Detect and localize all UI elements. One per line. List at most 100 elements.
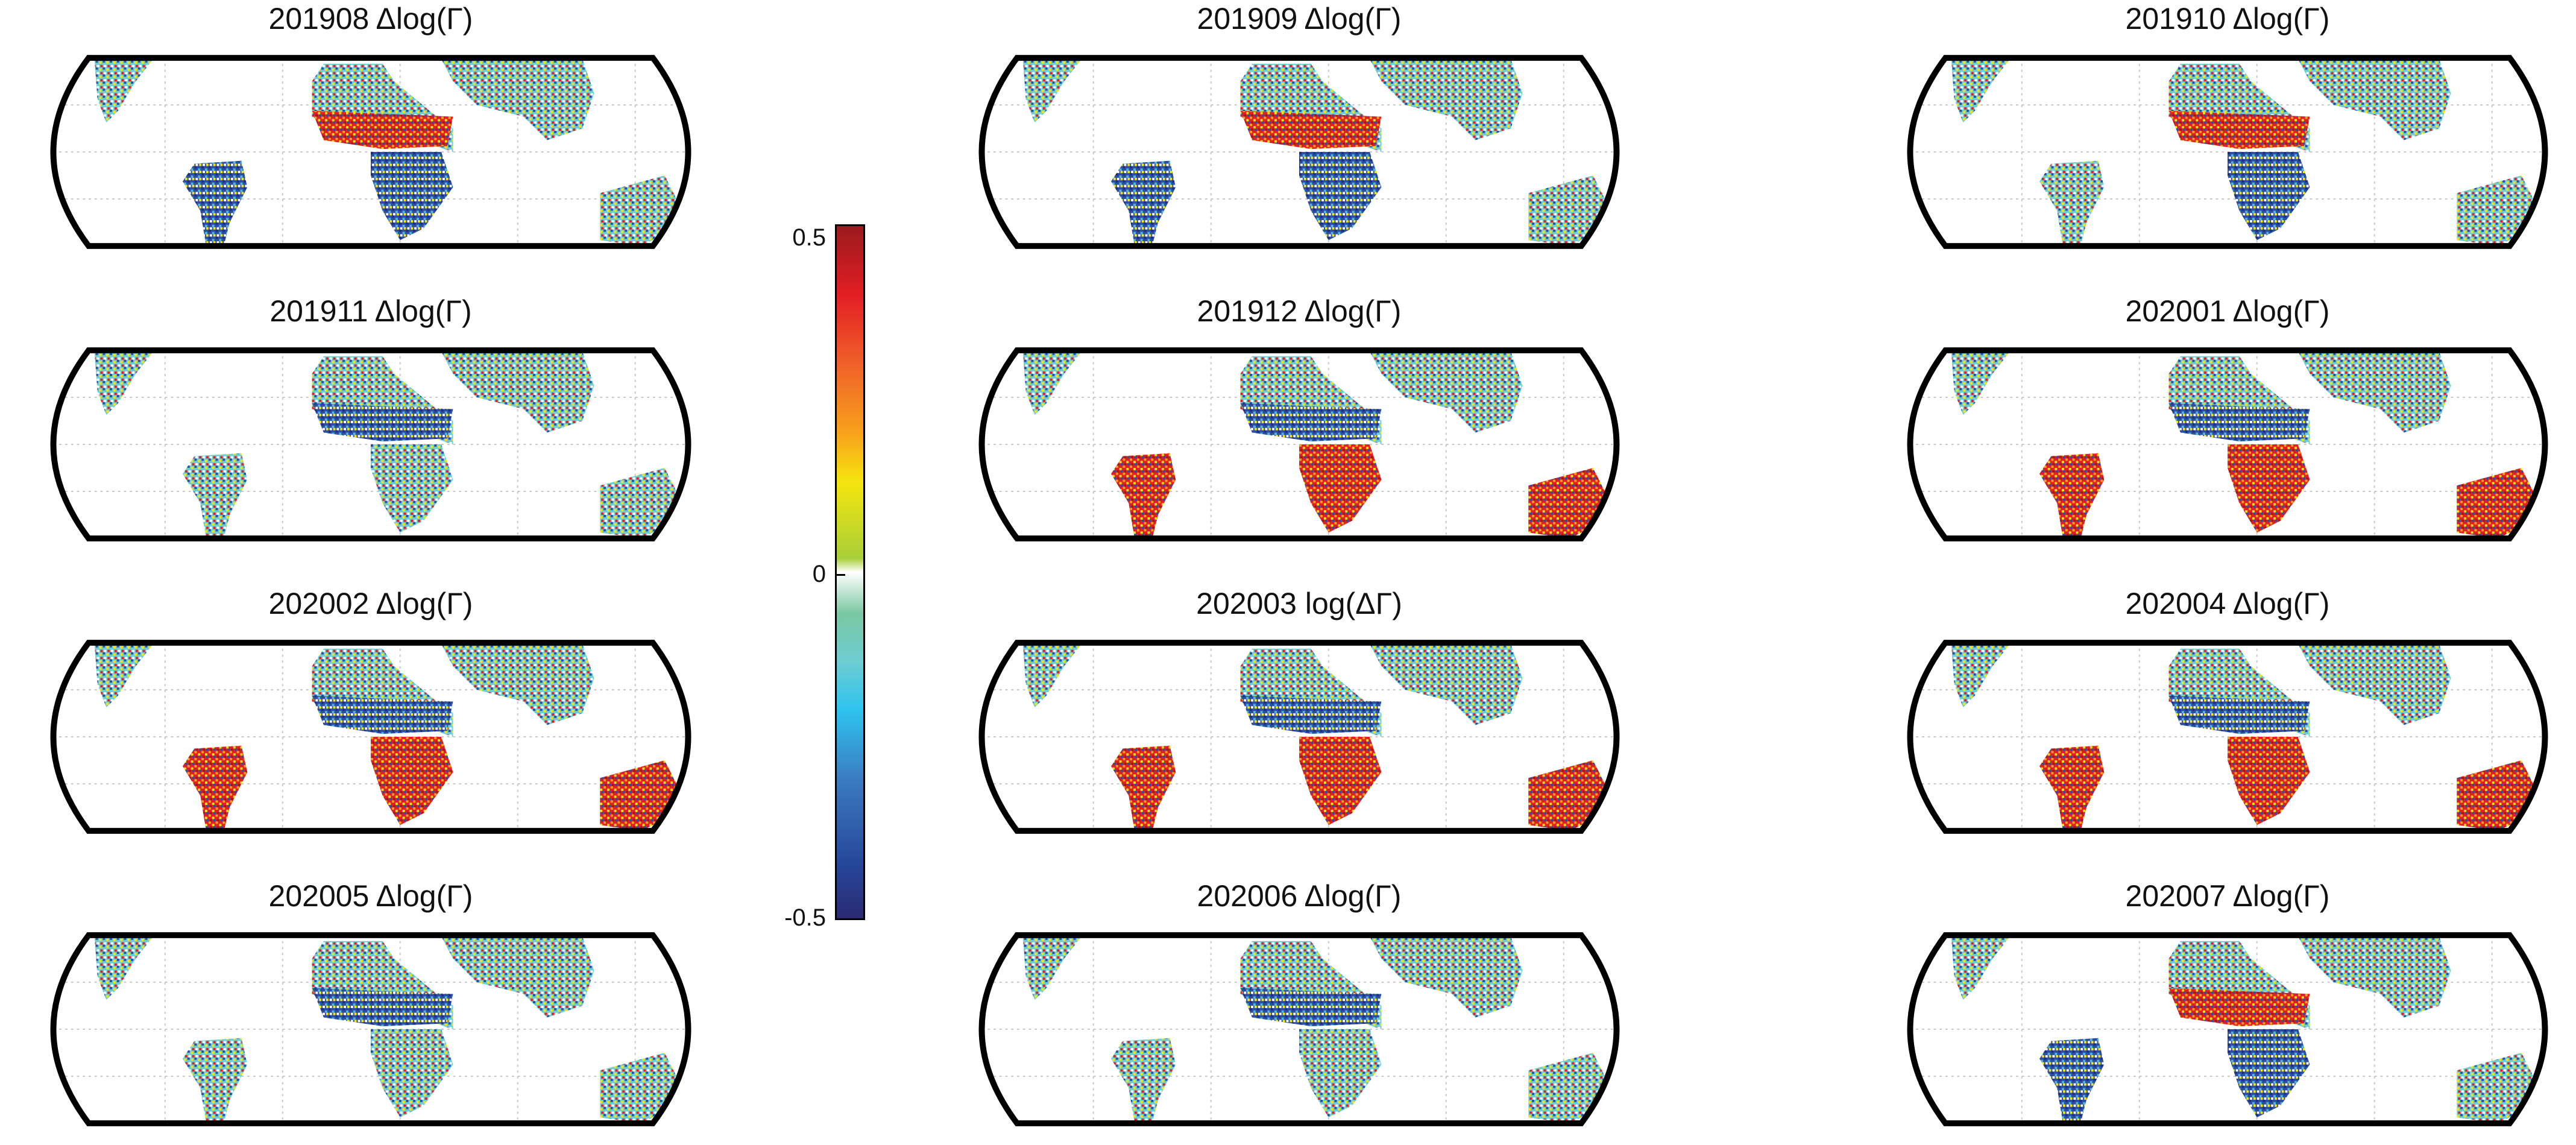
north-america-region [1022,643,1082,708]
australia-region [1528,468,1605,538]
panel-title: 202005 Δlog(Γ) [268,879,473,913]
north-america-region [1951,643,2011,708]
panel-title: 202002 Δlog(Γ) [268,587,473,620]
sahel-region [312,110,453,150]
panel-title: 202006 Δlog(Γ) [1197,879,1402,913]
colorbar-tick-zero: 0 [812,561,826,587]
sahel-region [1240,988,1382,1027]
north-america-region [1022,936,1082,1000]
southern-africa-region [2228,152,2310,241]
south-america-region [1111,453,1176,538]
map-panel-201910: 201910 Δlog(Γ) [1875,0,2576,265]
australia-region [600,1053,676,1123]
south-america-region [1111,1038,1176,1123]
south-america-region [183,745,248,831]
southern-africa-region [2228,1029,2310,1118]
sahel-region [2168,988,2310,1027]
middle-east-asia-region [1370,643,1523,725]
panel-title: 202004 Δlog(Γ) [2125,587,2330,620]
map-panel-202002: 202002 Δlog(Γ) [18,585,723,850]
south-america-region [183,1038,248,1123]
north-america-region [94,936,154,1000]
middle-east-asia-region [441,58,594,140]
panel-title: 201909 Δlog(Γ) [1197,2,1402,36]
world-map [1907,347,2548,541]
sahel-region [2168,695,2310,734]
panel-title: 202007 Δlog(Γ) [2125,879,2330,913]
australia-region [600,175,676,246]
southern-africa-region [1299,444,1382,533]
sahel-region [1240,403,1382,442]
colorbar-zero-tick [837,574,845,576]
world-map [1907,55,2548,249]
south-america-region [2039,453,2105,538]
australia-region [2457,760,2533,831]
southern-africa-region [1299,1029,1382,1118]
middle-east-asia-region [2298,58,2451,140]
world-map [50,55,691,249]
south-america-region [1111,160,1176,246]
sahel-region [2168,403,2310,442]
panel-title: 201911 Δlog(Γ) [269,294,472,328]
southern-africa-region [371,1029,453,1118]
north-america-region [1951,58,2011,123]
map-panel-202004: 202004 Δlog(Γ) [1875,585,2576,850]
middle-east-asia-region [441,351,594,433]
north-america-region [94,58,154,123]
map-panel-202003: 202003 log(ΔΓ) [946,585,1652,850]
southern-africa-region [1299,737,1382,825]
southern-africa-region [2228,444,2310,533]
south-america-region [2039,160,2105,246]
map-panel-201908: 201908 Δlog(Γ) [18,0,723,265]
south-america-region [2039,745,2105,831]
southern-africa-region [371,737,453,825]
north-america-region [1022,58,1082,123]
middle-east-asia-region [2298,351,2451,433]
colorbar [835,224,865,920]
sahel-region [312,695,453,734]
world-map [978,347,1620,541]
panel-title: 201908 Δlog(Γ) [268,2,473,36]
southern-africa-region [371,152,453,241]
world-map [1907,932,2548,1126]
southern-africa-region [2228,737,2310,825]
middle-east-asia-region [2298,936,2451,1018]
map-panel-202005: 202005 Δlog(Γ) [18,877,723,1143]
sahel-region [312,403,453,442]
australia-region [1528,760,1605,831]
australia-region [600,760,676,831]
south-america-region [183,160,248,246]
middle-east-asia-region [1370,58,1523,140]
australia-region [1528,175,1605,246]
sahel-region [312,988,453,1027]
world-map [1907,640,2548,834]
australia-region [2457,175,2533,246]
panel-title: 201910 Δlog(Γ) [2125,2,2330,36]
australia-region [1528,1053,1605,1123]
panel-title: 202001 Δlog(Γ) [2125,294,2330,328]
southern-africa-region [1299,152,1382,241]
sahel-region [2168,110,2310,150]
map-panel-202001: 202001 Δlog(Γ) [1875,292,2576,558]
middle-east-asia-region [441,936,594,1018]
sahel-region [1240,695,1382,734]
north-america-region [1022,351,1082,415]
south-america-region [2039,1038,2105,1123]
map-panel-201911: 201911 Δlog(Γ) [18,292,723,558]
south-america-region [1111,745,1176,831]
map-panel-202007: 202007 Δlog(Γ) [1875,877,2576,1143]
world-map [50,932,691,1126]
world-map [978,932,1620,1126]
australia-region [2457,1053,2533,1123]
north-america-region [94,643,154,708]
australia-region [2457,468,2533,538]
north-america-region [1951,351,2011,415]
panel-title: 202003 log(ΔΓ) [1196,587,1402,620]
australia-region [600,468,676,538]
panel-title: 201912 Δlog(Γ) [1197,294,1402,328]
map-panel-201909: 201909 Δlog(Γ) [946,0,1652,265]
middle-east-asia-region [1370,351,1523,433]
sahel-region [1240,110,1382,150]
map-panel-201912: 201912 Δlog(Γ) [946,292,1652,558]
world-map [50,640,691,834]
